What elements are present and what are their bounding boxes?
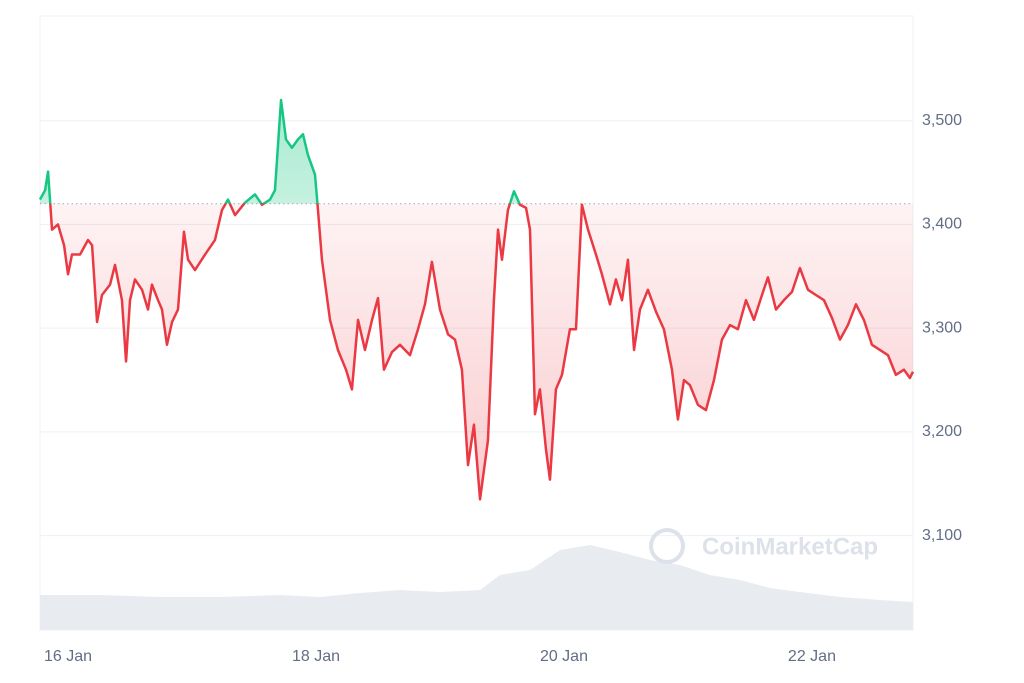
- y-tick-label: 3,100: [922, 527, 962, 544]
- y-tick-label: 3,300: [922, 319, 962, 336]
- x-tick-label: 22 Jan: [788, 648, 836, 665]
- watermark-text: CoinMarketCap: [702, 533, 878, 560]
- watermark: CoinMarketCap: [649, 528, 878, 564]
- y-tick-label: 3,200: [922, 423, 962, 440]
- price-line: [38, 98, 915, 501]
- x-tick-label: 20 Jan: [540, 648, 588, 665]
- watermark-logo: [649, 528, 685, 564]
- x-tick-label: 18 Jan: [292, 648, 340, 665]
- y-tick-label: 3,500: [922, 112, 962, 129]
- volume-area: [40, 545, 913, 630]
- price-area: [40, 100, 913, 500]
- y-tick-label: 3,400: [922, 216, 962, 233]
- x-tick-label: 16 Jan: [44, 648, 92, 665]
